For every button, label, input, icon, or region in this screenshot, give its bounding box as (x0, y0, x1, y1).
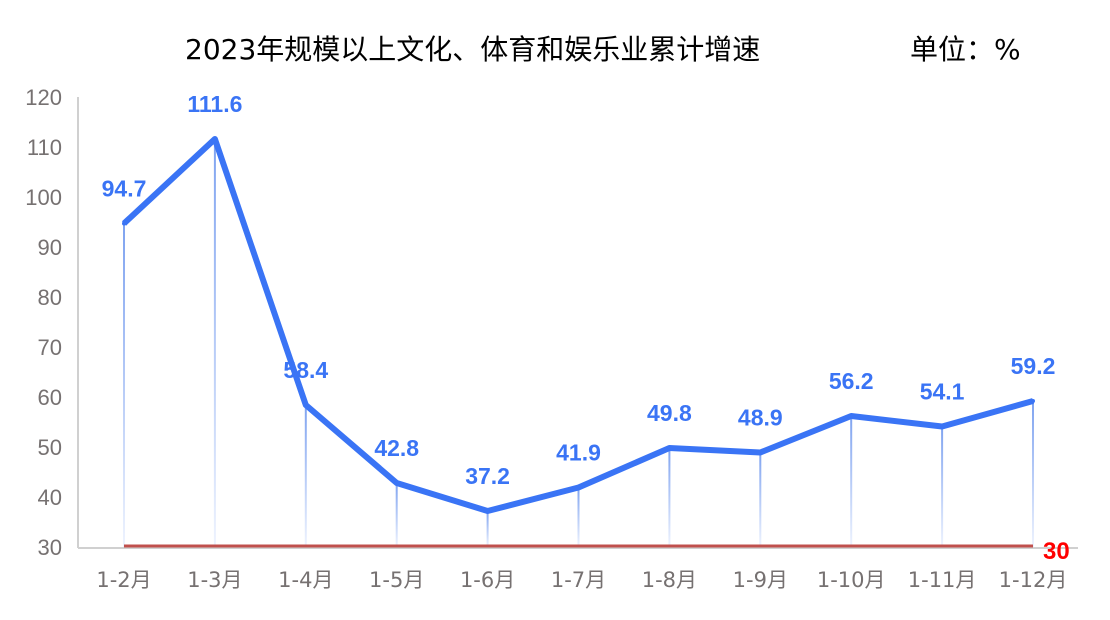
data-label: 37.2 (465, 463, 510, 489)
drop-line (577, 487, 580, 547)
data-label: 54.1 (920, 379, 965, 405)
x-tick-label: 1-4月 (278, 568, 333, 592)
drop-line (1032, 401, 1034, 547)
data-point (758, 450, 763, 455)
y-tick-label: 70 (38, 335, 62, 360)
data-point (485, 509, 490, 513)
x-tick-label: 1-9月 (733, 568, 788, 592)
y-tick-label: 50 (38, 435, 62, 460)
unit-label: 单位：% (910, 33, 1021, 66)
drop-line (486, 511, 489, 547)
data-label: 56.2 (829, 368, 874, 394)
x-tick-label: 1-6月 (460, 568, 515, 592)
drop-line (668, 448, 671, 547)
data-point (122, 221, 126, 226)
data-label: 42.8 (374, 435, 419, 461)
drop-line (213, 139, 216, 547)
x-tick-label: 1-7月 (551, 568, 606, 592)
data-point (849, 414, 854, 418)
drop-line (304, 405, 307, 547)
data-point (1031, 399, 1035, 403)
data-label: 94.7 (102, 176, 147, 202)
y-tick-label: 80 (38, 285, 62, 310)
data-label: 111.6 (187, 91, 242, 117)
y-tick-label: 100 (25, 185, 62, 210)
drop-line (850, 416, 853, 547)
y-tick-label: 30 (38, 535, 62, 560)
data-point (394, 481, 399, 485)
data-point (303, 403, 308, 407)
data-label: 59.2 (1011, 353, 1056, 379)
drop-line (759, 452, 762, 547)
x-tick-label: 1-11月 (908, 568, 977, 592)
y-tick-label: 90 (38, 235, 62, 260)
y-tick-label: 60 (38, 385, 62, 410)
drop-line (123, 223, 125, 547)
x-tick-label: 1-10月 (817, 568, 886, 592)
data-point (667, 446, 672, 450)
y-tick-label: 40 (38, 485, 62, 510)
x-tick-label: 1-8月 (642, 568, 697, 592)
x-tick-label: 1-2月 (96, 568, 151, 592)
y-tick-label: 120 (25, 85, 62, 110)
data-point (576, 485, 581, 490)
x-tick-label: 1-5月 (369, 568, 424, 592)
data-label: 58.4 (283, 357, 328, 383)
data-point (940, 424, 945, 429)
data-point (212, 137, 217, 141)
y-tick-label: 110 (27, 135, 62, 160)
data-label: 48.9 (738, 405, 783, 431)
drop-line (395, 483, 398, 547)
data-label: 41.9 (556, 440, 601, 466)
x-tick-label: 1-3月 (187, 568, 242, 592)
reference-data-label: 30 (1043, 538, 1070, 565)
data-label: 49.8 (647, 400, 692, 426)
x-tick-label: 1-12月 (999, 568, 1068, 592)
drop-line (941, 426, 944, 547)
chart-title: 2023年规模以上文化、体育和娱乐业累计增速 (185, 33, 761, 66)
